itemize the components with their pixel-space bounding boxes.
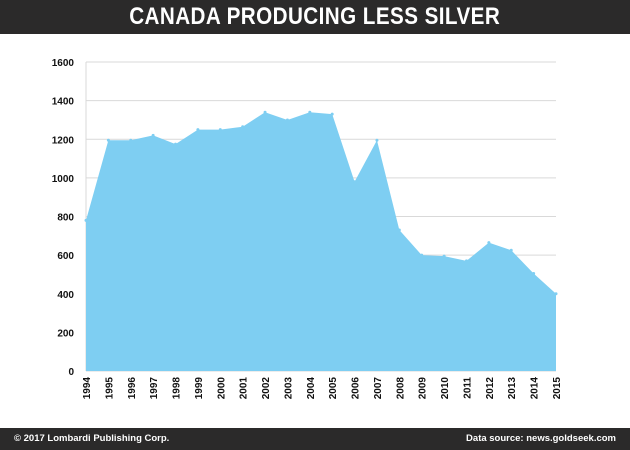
y-tick-label: 800 [57,213,74,224]
y-tick-label: 1400 [52,97,75,108]
chart-title: CANADA PRODUCING LESS SILVER [129,3,501,30]
data-point [397,228,401,232]
y-tick-label: 1000 [52,174,75,185]
data-point [308,110,312,114]
y-tick-label: 1600 [52,58,75,69]
data-point [509,248,513,252]
title-bar: CANADA PRODUCING LESS SILVER [0,0,630,34]
chart-area: 0 200 400 600 800 1000 1200 1400 1600 1994 1995 199… [0,34,630,428]
x-tick-label: 2003 [283,377,294,400]
footer-bar: © 2017 Lombardi Publishing Corp. Data so… [0,428,630,450]
x-tick-label: 1999 [194,377,205,400]
x-tick-label: 2015 [552,377,563,400]
data-point [174,142,178,146]
x-tick-label: 2004 [306,377,317,400]
data-point [442,254,446,258]
x-tick-label: 2009 [418,377,429,400]
data-point [106,138,110,142]
x-tick-label: 2006 [351,377,362,400]
x-tick-label: 2013 [507,377,518,400]
x-tick-label: 1996 [127,377,138,400]
data-point [129,138,133,142]
x-tick-label: 1994 [82,377,93,400]
y-tick-label: 400 [57,290,74,301]
x-tick-label: 1997 [149,377,160,400]
y-tick-label: 0 [68,367,74,378]
x-tick-label: 2007 [373,377,384,400]
area-chart: 0 200 400 600 800 1000 1200 1400 1600 1994 1995 199… [52,58,563,400]
copyright-text: © 2017 Lombardi Publishing Corp. [14,433,170,444]
data-point [375,138,379,142]
data-point [353,180,357,184]
data-point [420,253,424,257]
data-point [487,241,491,245]
x-tick-label: 2001 [239,377,250,400]
data-point [151,133,155,137]
data-point [84,218,88,222]
x-tick-label: 1995 [104,377,115,400]
data-source-text: Data source: news.goldseek.com [466,433,616,444]
x-tick-label: 1998 [172,377,183,400]
x-tick-label: 2014 [530,377,541,400]
data-point [532,271,536,275]
data-point [554,292,558,296]
x-tick-label: 2010 [440,377,451,400]
x-tick-label: 2012 [485,377,496,400]
data-point [285,118,289,122]
data-point [330,112,334,116]
data-point [241,125,245,129]
x-tick-label: 2005 [328,377,339,400]
x-tick-label: 2008 [395,377,406,400]
data-point [464,259,468,263]
x-tick-label: 2002 [261,377,272,400]
y-tick-label: 1200 [52,135,75,146]
y-tick-label: 200 [57,328,74,339]
data-point [263,110,267,114]
y-tick-label: 600 [57,251,74,262]
x-tick-label: 2011 [462,377,473,399]
data-point [196,128,200,132]
silver-production-area [86,112,556,372]
x-tick-label: 2000 [216,377,227,400]
data-point [218,128,222,132]
